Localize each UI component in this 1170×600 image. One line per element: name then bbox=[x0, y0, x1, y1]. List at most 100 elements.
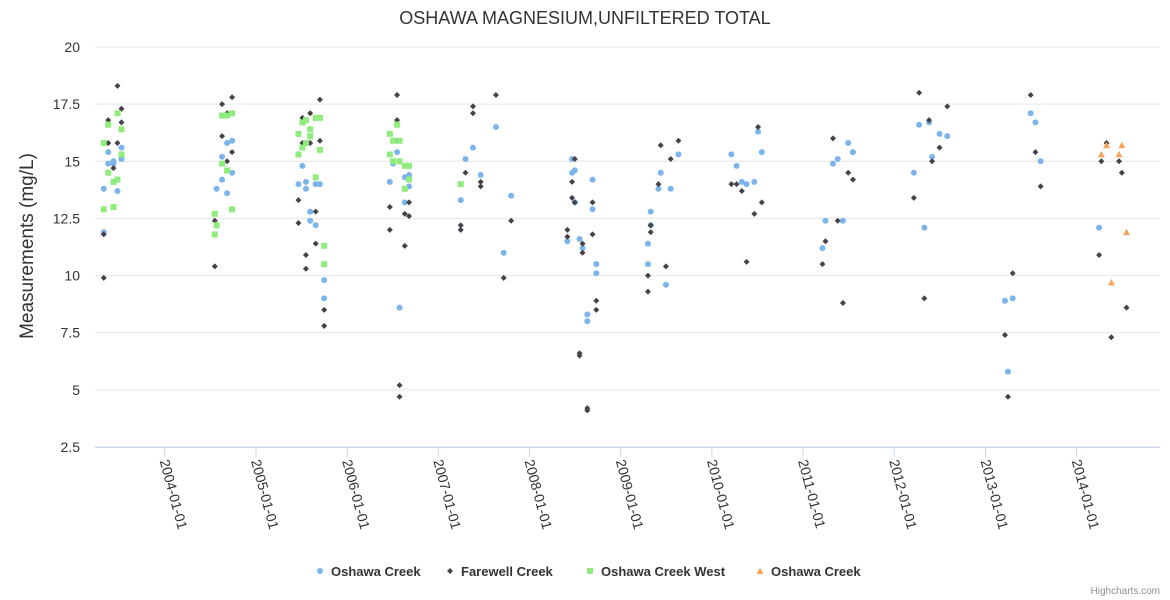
data-point[interactable] bbox=[469, 103, 476, 110]
legend-label[interactable]: Farewell Creek bbox=[461, 564, 554, 579]
data-point[interactable] bbox=[114, 176, 121, 183]
data-point[interactable] bbox=[295, 181, 302, 188]
data-point[interactable] bbox=[299, 162, 306, 169]
data-point[interactable] bbox=[457, 197, 464, 204]
data-point[interactable] bbox=[100, 206, 107, 213]
data-point[interactable] bbox=[593, 306, 600, 313]
data-point[interactable] bbox=[312, 174, 319, 181]
data-point[interactable] bbox=[1096, 252, 1103, 258]
legend-label[interactable]: Oshawa Creek bbox=[771, 564, 861, 579]
data-point[interactable] bbox=[316, 181, 323, 188]
data-point[interactable] bbox=[105, 169, 112, 176]
data-point[interactable] bbox=[839, 217, 846, 224]
data-point[interactable] bbox=[1116, 158, 1123, 165]
data-point[interactable] bbox=[118, 105, 125, 112]
data-point[interactable] bbox=[316, 114, 323, 121]
legend-label[interactable]: Oshawa Creek bbox=[331, 564, 421, 579]
data-point[interactable] bbox=[755, 124, 762, 130]
data-point[interactable] bbox=[211, 210, 218, 217]
data-point[interactable] bbox=[675, 151, 682, 158]
data-point[interactable] bbox=[1123, 228, 1131, 236]
data-point[interactable] bbox=[406, 199, 413, 206]
data-point[interactable] bbox=[944, 103, 951, 110]
data-point[interactable] bbox=[593, 297, 600, 304]
data-point[interactable] bbox=[114, 188, 121, 194]
data-point[interactable] bbox=[462, 169, 469, 176]
data-point[interactable] bbox=[1027, 110, 1034, 117]
data-point[interactable] bbox=[589, 176, 596, 183]
data-point[interactable] bbox=[751, 210, 758, 217]
data-point[interactable] bbox=[321, 242, 328, 249]
data-point[interactable] bbox=[406, 172, 413, 178]
data-point[interactable] bbox=[579, 245, 586, 252]
data-point[interactable] bbox=[579, 240, 586, 247]
data-point[interactable] bbox=[1004, 368, 1011, 375]
data-point[interactable] bbox=[219, 160, 226, 167]
data-point[interactable] bbox=[589, 206, 596, 213]
data-point[interactable] bbox=[211, 217, 218, 224]
legend-symbol[interactable] bbox=[756, 567, 764, 575]
data-point[interactable] bbox=[307, 217, 314, 224]
data-point[interactable] bbox=[110, 165, 117, 172]
data-point[interactable] bbox=[667, 156, 674, 162]
data-point[interactable] bbox=[508, 192, 515, 199]
data-point[interactable] bbox=[224, 140, 231, 146]
data-point[interactable] bbox=[396, 393, 403, 400]
data-point[interactable] bbox=[1037, 183, 1044, 190]
data-point[interactable] bbox=[213, 185, 220, 192]
data-point[interactable] bbox=[571, 199, 578, 206]
data-point[interactable] bbox=[110, 160, 117, 167]
data-point[interactable] bbox=[302, 185, 309, 192]
data-point[interactable] bbox=[469, 144, 476, 151]
data-point[interactable] bbox=[733, 181, 740, 188]
data-point[interactable] bbox=[390, 137, 397, 144]
data-point[interactable] bbox=[105, 121, 112, 128]
data-point[interactable] bbox=[386, 204, 393, 210]
data-point[interactable] bbox=[944, 133, 951, 140]
data-point[interactable] bbox=[758, 199, 765, 206]
data-point[interactable] bbox=[644, 272, 651, 279]
data-point[interactable] bbox=[647, 222, 654, 229]
data-point[interactable] bbox=[406, 176, 413, 183]
data-point[interactable] bbox=[211, 231, 218, 238]
data-point[interactable] bbox=[733, 162, 740, 169]
legend-item[interactable]: Oshawa Creek bbox=[756, 564, 862, 579]
data-point[interactable] bbox=[738, 178, 745, 185]
data-point[interactable] bbox=[655, 181, 662, 188]
data-point[interactable] bbox=[500, 274, 507, 281]
data-point[interactable] bbox=[845, 140, 852, 146]
data-point[interactable] bbox=[1032, 149, 1039, 156]
data-point[interactable] bbox=[406, 213, 413, 220]
data-point[interactable] bbox=[569, 194, 576, 201]
legend-symbol[interactable] bbox=[587, 568, 593, 574]
data-point[interactable] bbox=[401, 185, 408, 192]
data-point[interactable] bbox=[644, 240, 651, 247]
data-point[interactable] bbox=[589, 231, 596, 238]
data-point[interactable] bbox=[564, 226, 571, 233]
data-point[interactable] bbox=[100, 185, 107, 192]
data-point[interactable] bbox=[394, 117, 401, 124]
data-point[interactable] bbox=[845, 169, 852, 176]
data-point[interactable] bbox=[834, 156, 841, 162]
data-point[interactable] bbox=[224, 190, 231, 197]
data-point[interactable] bbox=[100, 140, 107, 146]
data-point[interactable] bbox=[229, 149, 236, 156]
data-point[interactable] bbox=[396, 137, 403, 144]
data-point[interactable] bbox=[728, 181, 735, 188]
data-point[interactable] bbox=[662, 281, 669, 288]
data-point[interactable] bbox=[302, 140, 309, 146]
data-point[interactable] bbox=[105, 117, 112, 124]
data-point[interactable] bbox=[302, 178, 309, 185]
data-point[interactable] bbox=[219, 176, 226, 183]
data-point[interactable] bbox=[589, 199, 596, 206]
data-point[interactable] bbox=[401, 242, 408, 249]
data-point[interactable] bbox=[644, 288, 651, 295]
data-point[interactable] bbox=[579, 249, 586, 256]
data-point[interactable] bbox=[1032, 119, 1039, 126]
data-point[interactable] bbox=[758, 149, 765, 156]
data-point[interactable] bbox=[477, 183, 484, 190]
data-point[interactable] bbox=[213, 222, 220, 229]
data-point[interactable] bbox=[751, 178, 758, 185]
data-point[interactable] bbox=[299, 119, 306, 126]
legend-item[interactable]: Farewell Creek bbox=[447, 564, 554, 579]
